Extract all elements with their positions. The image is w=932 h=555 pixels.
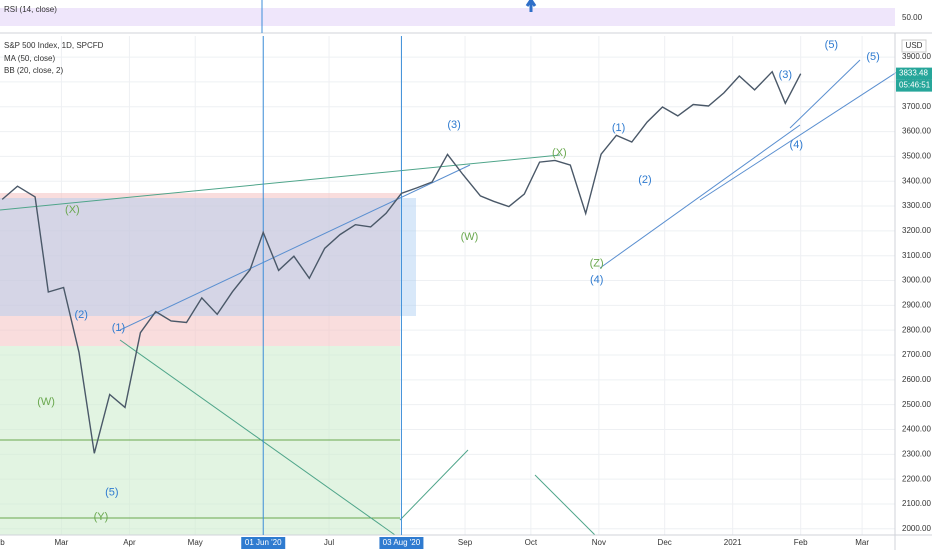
trend-line xyxy=(789,59,861,129)
wave-label: (5) xyxy=(866,51,879,63)
last-price-box xyxy=(896,67,932,80)
tick-highlight xyxy=(241,537,286,549)
y-tick-label: 2100.00 xyxy=(902,499,931,508)
y-tick-label: 3400.00 xyxy=(902,176,931,185)
y-tick-label: 2900.00 xyxy=(902,300,931,309)
chart-title: S&P 500 Index, 1D, SPCFD xyxy=(4,41,104,50)
x-tick-label: May xyxy=(188,538,203,547)
x-tick-label: Oct xyxy=(525,538,538,547)
y-tick-label: 2400.00 xyxy=(902,425,931,434)
wave-label: (5) xyxy=(105,487,118,499)
y-tick-label: 2600.00 xyxy=(902,375,931,384)
x-tick-label: Apr xyxy=(123,538,136,547)
x-tick-label: 03 Aug '20 xyxy=(383,538,421,547)
y-tick-label: 3100.00 xyxy=(902,251,931,260)
x-tick-label: Jul xyxy=(324,538,334,547)
wave-label: (2) xyxy=(74,309,87,321)
x-tick-label: Mar xyxy=(855,538,869,547)
x-tick-label: Dec xyxy=(658,538,672,547)
x-tick-label: Nov xyxy=(592,538,606,547)
trend-line xyxy=(119,339,396,536)
wave-label: (W) xyxy=(461,231,479,243)
y-tick-label: 2500.00 xyxy=(902,400,931,409)
indicator-label: BB (20, close, 2) xyxy=(4,66,63,75)
y-tick-label: 3000.00 xyxy=(902,276,931,285)
wave-label: (1) xyxy=(612,122,625,134)
y-tick-label: 3500.00 xyxy=(902,152,931,161)
countdown-label: 05:46:51 xyxy=(899,81,931,90)
y-tick-label: 3300.00 xyxy=(902,201,931,210)
wave-label: (4) xyxy=(790,139,803,151)
wave-label: (4) xyxy=(590,274,603,286)
price-line xyxy=(1,70,802,454)
trend-line xyxy=(119,164,471,331)
x-tick-label: Feb xyxy=(0,538,5,547)
y-tick-label: 3900.00 xyxy=(902,52,931,61)
y-tick-label: 2300.00 xyxy=(902,449,931,458)
currency-button[interactable] xyxy=(901,39,927,53)
indicator-label: MA (50, close) xyxy=(4,54,55,63)
risk-zone xyxy=(0,193,400,346)
tick-highlight xyxy=(379,537,424,549)
y-tick-label: 3200.00 xyxy=(902,226,931,235)
wave-label: (3) xyxy=(779,69,792,81)
trend-line xyxy=(534,474,596,536)
rsi-band xyxy=(0,8,895,26)
currency: USD xyxy=(906,41,923,50)
wave-label: (W) xyxy=(37,396,55,408)
rsi-level: 50.00 xyxy=(902,13,923,22)
wave-label: (X) xyxy=(65,204,80,216)
x-tick-label: Mar xyxy=(55,538,69,547)
wave-label: (Z) xyxy=(590,257,604,269)
wave-label: (5) xyxy=(825,39,838,51)
x-tick-label: 01 Jun '20 xyxy=(245,538,282,547)
y-tick-label: 3700.00 xyxy=(902,102,931,111)
trend-line xyxy=(0,154,561,211)
wave-label: (2) xyxy=(638,174,651,186)
x-tick-label: Sep xyxy=(458,538,473,547)
y-tick-label: 2200.00 xyxy=(902,474,931,483)
last-price-label: 3833.48 xyxy=(899,69,928,78)
y-tick-label: 2800.00 xyxy=(902,325,931,334)
x-tick-label: 2021 xyxy=(724,538,742,547)
countdown-box xyxy=(896,79,932,92)
wave-label: (Y) xyxy=(94,511,109,523)
y-tick-label: 3600.00 xyxy=(902,127,931,136)
trend-line xyxy=(699,69,901,201)
range-box xyxy=(0,198,416,316)
y-tick-label: 2000.00 xyxy=(902,524,931,533)
trend-line xyxy=(399,449,469,521)
arrow-icon xyxy=(525,0,537,12)
wave-label: (1) xyxy=(112,322,125,334)
x-tick-label: Feb xyxy=(794,538,808,547)
y-tick-label: 2700.00 xyxy=(902,350,931,359)
wave-label: (3) xyxy=(447,119,460,131)
rsi-title: RSI (14, close) xyxy=(4,5,57,14)
wave-label: (X) xyxy=(552,147,567,159)
trend-line xyxy=(599,124,801,269)
